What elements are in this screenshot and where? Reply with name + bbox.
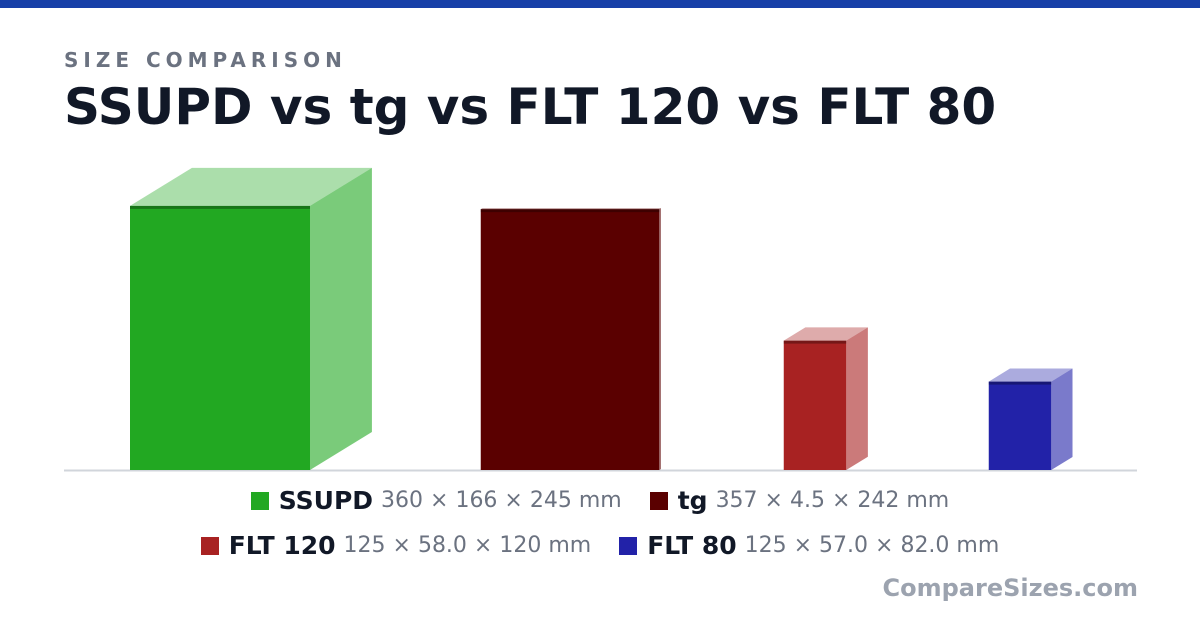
box-side (846, 327, 868, 470)
legend-name: FLT 80 (647, 531, 737, 560)
box-edge (480, 209, 660, 213)
legend-entry: tg 357 × 4.5 × 242 mm (649, 486, 950, 515)
box-side (310, 167, 372, 470)
legend-swatch (200, 536, 219, 555)
legend-entry: FLT 120 125 × 58.0 × 120 mm (200, 531, 592, 560)
legend-swatch (649, 491, 668, 510)
box-side (1051, 368, 1073, 470)
legend-dimensions: 125 × 58.0 × 120 mm (343, 533, 592, 558)
box-front (130, 205, 310, 470)
top-bar (0, 0, 1200, 8)
footer: CompareSizes.com (882, 574, 1138, 602)
box-top (988, 368, 1073, 382)
box-front (480, 209, 660, 470)
eyebrow: SIZE COMPARISON (64, 48, 347, 72)
title: SSUPD vs tg vs FLT 120 vs FLT 80 (64, 78, 997, 136)
legend-name: tg (677, 486, 708, 515)
box-edge (988, 381, 1052, 385)
box-top (130, 167, 372, 206)
box-top (783, 327, 868, 341)
box-front (988, 381, 1052, 470)
box-front (783, 340, 847, 470)
legend-name: FLT 120 (228, 531, 336, 560)
legend-entry: FLT 80 125 × 57.0 × 82.0 mm (619, 531, 999, 560)
legend-dimensions: 360 × 166 × 245 mm (381, 488, 622, 513)
legend-swatch (619, 536, 638, 555)
legend-swatch (250, 491, 269, 510)
legend-entry: SSUPD 360 × 166 × 245 mm (250, 486, 622, 515)
box-edge (130, 205, 310, 209)
box-side (659, 208, 661, 470)
legend: SSUPD 360 × 166 × 245 mm tg 357 × 4.5 × 242… (0, 486, 1200, 560)
box-top (480, 208, 661, 210)
legend-name: SSUPD (278, 486, 374, 515)
legend-dimensions: 125 × 57.0 × 82.0 mm (744, 533, 1000, 558)
legend-dimensions: 357 × 4.5 × 242 mm (715, 488, 950, 513)
box-edge (783, 340, 847, 344)
